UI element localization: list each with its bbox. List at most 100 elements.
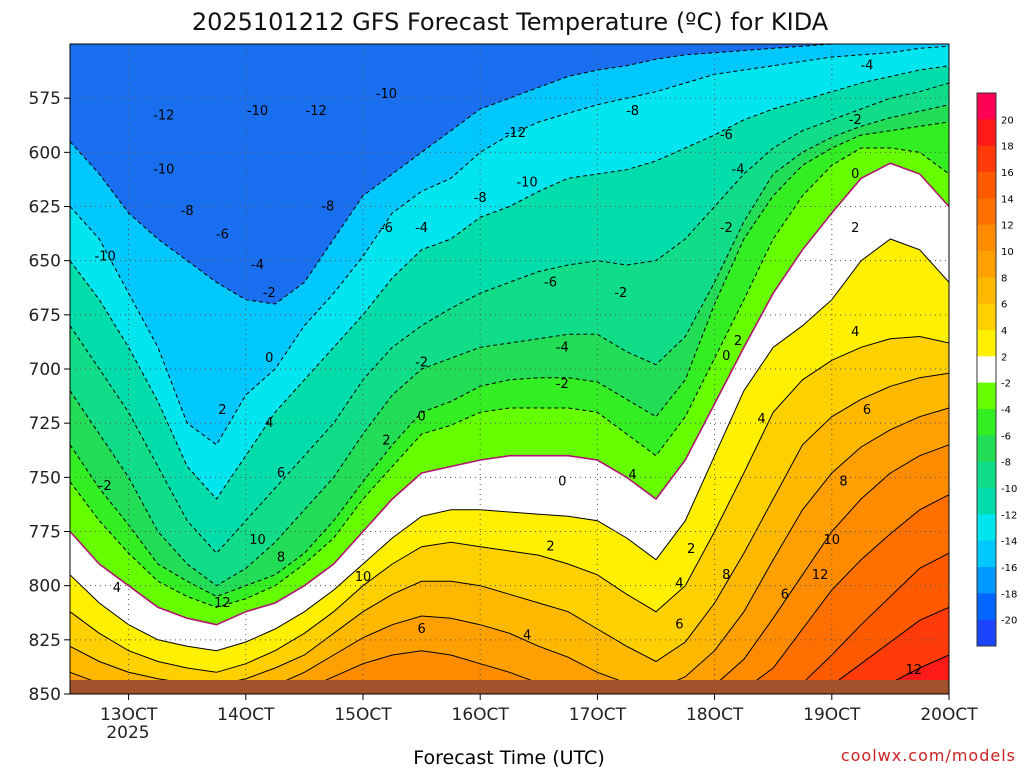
colorbar-segment xyxy=(977,409,996,436)
contour-label: -10 xyxy=(95,249,116,264)
colorbar-segment xyxy=(977,567,996,594)
contour-label: 4 xyxy=(113,581,121,596)
colorbar-label: -2 xyxy=(1001,379,1011,390)
contour-label: 10 xyxy=(355,570,372,585)
credit-text: coolwx.com/models xyxy=(841,746,1016,765)
x-axis-year-label: 2025 xyxy=(106,723,149,743)
colorbar-label: 16 xyxy=(1001,168,1014,179)
band-6 xyxy=(70,373,949,694)
contour-label: -4 xyxy=(556,340,569,355)
contour-label: 0 xyxy=(851,167,859,182)
contour-label: 8 xyxy=(722,568,730,583)
temperature-bands xyxy=(70,44,949,694)
x-tick-label: 15OCT xyxy=(334,705,392,725)
y-tick-label: 700 xyxy=(29,360,61,380)
y-axis: 575 600 625 650 675 700 725 750 775 800 825 850 xyxy=(29,89,70,705)
contour-label: -12 xyxy=(505,126,526,141)
contour-label: -4 xyxy=(732,163,745,178)
y-tick-label: 600 xyxy=(29,143,61,163)
y-tick-label: 825 xyxy=(29,631,61,651)
colorbar-label: -12 xyxy=(1001,510,1017,521)
contour-label: 12 xyxy=(906,663,923,678)
colorbar-segment xyxy=(977,461,996,489)
contour-label: 0 xyxy=(558,475,566,490)
x-tick-label: 17OCT xyxy=(569,705,627,725)
contour-label: -8 xyxy=(626,104,639,119)
contour-label: 10 xyxy=(824,533,841,548)
colorbar-segment xyxy=(977,619,996,647)
contour-label: -2 xyxy=(556,377,569,392)
colorbar-segment xyxy=(977,356,996,384)
colorbar-segment xyxy=(977,382,996,410)
contour-label: -2 xyxy=(99,479,112,494)
contour-label: -12 xyxy=(306,104,327,119)
x-tick-label: 16OCT xyxy=(452,705,510,725)
colorbar: 20 18 16 14 12 10 8 6 4 2 -2 -4 -6 -8 -10 -12 -14 -16 -18 -… xyxy=(976,92,1017,647)
isotherm--10 xyxy=(69,65,950,500)
contour-label: -8 xyxy=(474,191,487,206)
colorbar-label: -20 xyxy=(1001,616,1017,627)
colorbar-segment xyxy=(977,488,996,515)
contour-labels: -12 -10 -12 -10 -12 -8 -6 -4 -10 -8 -6 -10 -8 -6 -4 -8 -… xyxy=(95,59,923,679)
colorbar-label: 10 xyxy=(1001,247,1014,258)
colorbar-label: -16 xyxy=(1001,563,1017,574)
colorbar-label: 18 xyxy=(1001,142,1014,153)
contour-label: 10 xyxy=(249,533,266,548)
colorbar-segment xyxy=(977,224,996,252)
contour-label: 12 xyxy=(812,568,829,583)
contour-label: -4 xyxy=(415,221,428,236)
contour-label: -10 xyxy=(516,176,537,191)
y-tick-label: 575 xyxy=(29,89,61,109)
y-tick-label: 800 xyxy=(29,577,61,597)
contour-label: 0 xyxy=(265,351,273,366)
x-axis-title: Forecast Time (UTC) xyxy=(413,747,604,768)
contour-label: -6 xyxy=(380,221,393,236)
colorbar-label: 14 xyxy=(1001,194,1014,205)
contour-label: 6 xyxy=(417,622,425,637)
contour-label: 4 xyxy=(265,416,273,431)
contour-label: -4 xyxy=(860,59,873,74)
colorbar-label: 12 xyxy=(1001,221,1014,232)
contour-label: -6 xyxy=(216,228,229,243)
contour-label: 0 xyxy=(722,349,730,364)
colorbar-segment xyxy=(977,435,996,463)
colorbar-label: 6 xyxy=(1001,300,1007,311)
isotherm-4 xyxy=(69,335,950,673)
contour-label: 8 xyxy=(839,475,847,490)
contour-label: 2 xyxy=(851,221,859,236)
colorbar-segment xyxy=(977,593,996,621)
contour-label: -8 xyxy=(181,204,194,219)
contour-label: 6 xyxy=(863,403,871,418)
contour-label: 2 xyxy=(687,542,695,557)
colorbar-segment xyxy=(977,251,996,278)
colorbar-label: 20 xyxy=(1001,115,1014,126)
chart-title: 2025101212 GFS Forecast Temperature (ºC)… xyxy=(192,8,829,36)
colorbar-label: 4 xyxy=(1001,326,1007,337)
y-tick-label: 675 xyxy=(29,306,61,326)
contour-label: -2 xyxy=(849,113,862,128)
colorbar-segment xyxy=(977,540,996,568)
contour-label: 6 xyxy=(277,466,285,481)
contour-label: 4 xyxy=(523,629,531,644)
y-tick-label: 650 xyxy=(29,252,61,272)
colorbar-label: -14 xyxy=(1001,537,1017,548)
isotherm--14 xyxy=(69,43,949,305)
isotherm-0 xyxy=(69,162,950,626)
x-tick-label: 18OCT xyxy=(686,705,744,725)
contour-label: 2 xyxy=(734,334,742,349)
contour-label: 4 xyxy=(675,577,683,592)
colorbar-segment xyxy=(977,277,996,305)
colorbar-segment xyxy=(977,198,996,226)
colorbar-segment xyxy=(977,119,996,147)
colorbar-label: -6 xyxy=(1001,431,1011,442)
colorbar-segment xyxy=(977,514,996,542)
x-tick-label: 19OCT xyxy=(803,705,861,725)
isotherm--4 xyxy=(69,121,950,598)
colorbar-segment xyxy=(977,93,996,120)
colorbar-segment xyxy=(977,172,996,199)
y-tick-label: 625 xyxy=(29,198,61,218)
contour-label: 0 xyxy=(417,410,425,425)
contour-label: 2 xyxy=(382,434,390,449)
colorbar-label: -10 xyxy=(1001,484,1017,495)
colorbar-frame xyxy=(976,92,997,647)
